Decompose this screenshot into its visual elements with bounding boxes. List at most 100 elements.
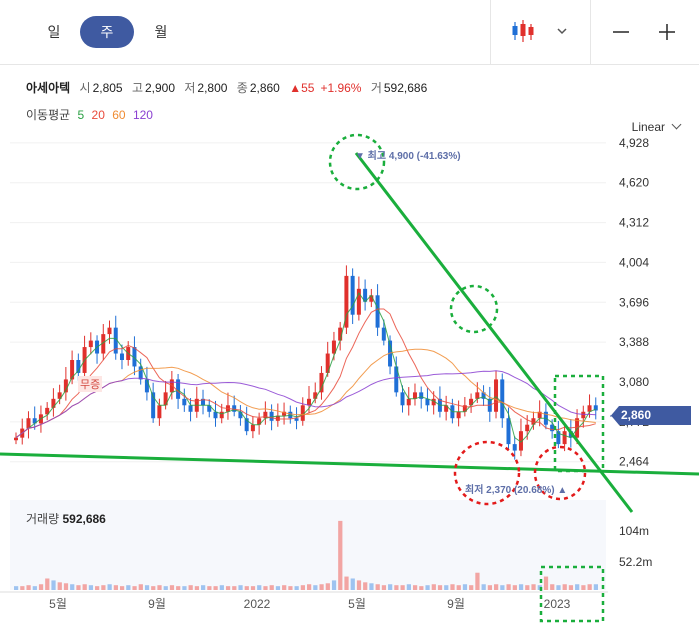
candle-body bbox=[107, 327, 112, 335]
volume-bar bbox=[518, 584, 524, 590]
period-day-button[interactable]: 일 bbox=[47, 24, 61, 40]
chevron-down-icon bbox=[671, 119, 682, 130]
price-tick-label: 3,080 bbox=[619, 375, 649, 389]
candle-body bbox=[157, 405, 162, 419]
candle-body bbox=[500, 379, 505, 419]
volume-bar bbox=[319, 584, 324, 590]
candle-body bbox=[70, 360, 75, 380]
candle-body bbox=[556, 431, 561, 445]
volume-bar bbox=[331, 580, 337, 590]
candle-body bbox=[57, 392, 62, 399]
chart-toolbar: 일 주 월 bbox=[0, 0, 699, 65]
candle-body bbox=[232, 405, 237, 412]
volume-bar bbox=[469, 585, 474, 590]
volume-bar bbox=[406, 584, 411, 590]
max-price-label: ▼ 최고 4,900 (-41.63%) bbox=[355, 151, 461, 162]
candle-body bbox=[238, 411, 243, 419]
candle-body bbox=[113, 327, 118, 354]
candle-body bbox=[275, 415, 280, 421]
volume-bar bbox=[313, 585, 318, 590]
volume-bar bbox=[593, 584, 598, 590]
period-month-button[interactable]: 월 bbox=[154, 24, 168, 40]
change-pct: +1.96% bbox=[320, 81, 362, 95]
candle-body bbox=[388, 340, 393, 367]
volume-bar bbox=[494, 584, 499, 590]
volume-bar bbox=[219, 585, 224, 590]
candle-body bbox=[32, 418, 37, 424]
candle-body bbox=[344, 275, 349, 328]
volume-bar bbox=[556, 585, 561, 590]
volume-axis-tick: 52.2m bbox=[619, 555, 653, 569]
candle-body bbox=[494, 379, 499, 412]
volume-bar bbox=[95, 586, 100, 590]
stock-info: 아세아텍 시 2,805 고 2,900 저 2,800 종 2,860 ▲55 +1.9… bbox=[26, 79, 433, 96]
candle-body bbox=[20, 428, 25, 438]
volume-bar bbox=[531, 584, 536, 590]
candle-body bbox=[213, 411, 218, 419]
volume-label: 거 bbox=[370, 81, 382, 95]
volume-bar bbox=[369, 583, 374, 590]
change-value: ▲55 bbox=[289, 81, 315, 95]
open-label: 시 bbox=[79, 81, 91, 95]
scale-selector[interactable]: Linear bbox=[632, 119, 682, 134]
candle-body bbox=[269, 411, 274, 421]
price-tick-label: 2,464 bbox=[619, 455, 649, 469]
candle-body bbox=[543, 411, 548, 425]
candle-body bbox=[14, 437, 18, 441]
volume-bar bbox=[57, 582, 62, 590]
event-badge: 무증 bbox=[78, 376, 103, 392]
candle-body bbox=[119, 353, 124, 360]
volume-bar bbox=[45, 578, 50, 590]
volume-panel-title: 거래량 592,686 bbox=[26, 510, 106, 527]
volume-bar bbox=[263, 586, 268, 590]
period-week-button[interactable]: 주 bbox=[80, 16, 134, 48]
volume-bar bbox=[543, 576, 549, 590]
minus-icon[interactable] bbox=[605, 16, 637, 48]
volume-bar bbox=[487, 585, 493, 590]
volume-bar bbox=[32, 586, 37, 590]
volume-bar bbox=[450, 584, 455, 590]
candle-body bbox=[219, 411, 224, 419]
volume-panel-value: 592,686 bbox=[62, 512, 106, 526]
candle-body bbox=[313, 392, 318, 399]
candle-body bbox=[456, 411, 461, 419]
candle-body bbox=[319, 372, 324, 393]
volume-bar bbox=[350, 578, 355, 590]
volume-bar bbox=[462, 584, 468, 590]
time-tick-label: 5월 bbox=[348, 597, 366, 611]
volume-bar bbox=[325, 583, 330, 590]
candle-body bbox=[88, 340, 93, 348]
candle-body bbox=[400, 392, 405, 406]
volume-bar bbox=[562, 584, 567, 590]
volume-bar bbox=[437, 585, 443, 590]
moving-average-line bbox=[15, 348, 596, 439]
candle-body bbox=[568, 431, 573, 438]
price-tick-label: 4,004 bbox=[619, 255, 649, 269]
volume-bar bbox=[151, 586, 156, 590]
volume-bar bbox=[363, 582, 368, 590]
candle-body bbox=[182, 398, 187, 406]
volume-bar bbox=[225, 586, 231, 590]
volume-bar bbox=[144, 585, 150, 590]
volume-bar bbox=[381, 585, 387, 590]
volume-bar bbox=[375, 584, 380, 590]
volume-bar bbox=[537, 585, 542, 590]
candle-body bbox=[194, 398, 199, 412]
candlestick-icon[interactable] bbox=[508, 16, 540, 48]
candle-body bbox=[481, 392, 486, 399]
plus-icon[interactable] bbox=[651, 16, 683, 48]
chevron-down-icon[interactable] bbox=[550, 16, 574, 48]
candle-body bbox=[593, 405, 598, 411]
candle-body bbox=[537, 411, 542, 419]
current-price-text: 2,860 bbox=[621, 408, 652, 422]
volume-bar bbox=[456, 585, 461, 590]
candle-body bbox=[356, 288, 361, 315]
candle-body bbox=[531, 418, 536, 425]
candle-body bbox=[169, 379, 174, 393]
chart-grid bbox=[10, 142, 606, 463]
candle-body bbox=[263, 411, 268, 419]
volume-bar bbox=[412, 585, 418, 590]
moving-average-legend: 이동평균 5 20 60 120 bbox=[26, 106, 157, 123]
candle-body bbox=[425, 398, 430, 406]
candle-body bbox=[132, 347, 137, 367]
